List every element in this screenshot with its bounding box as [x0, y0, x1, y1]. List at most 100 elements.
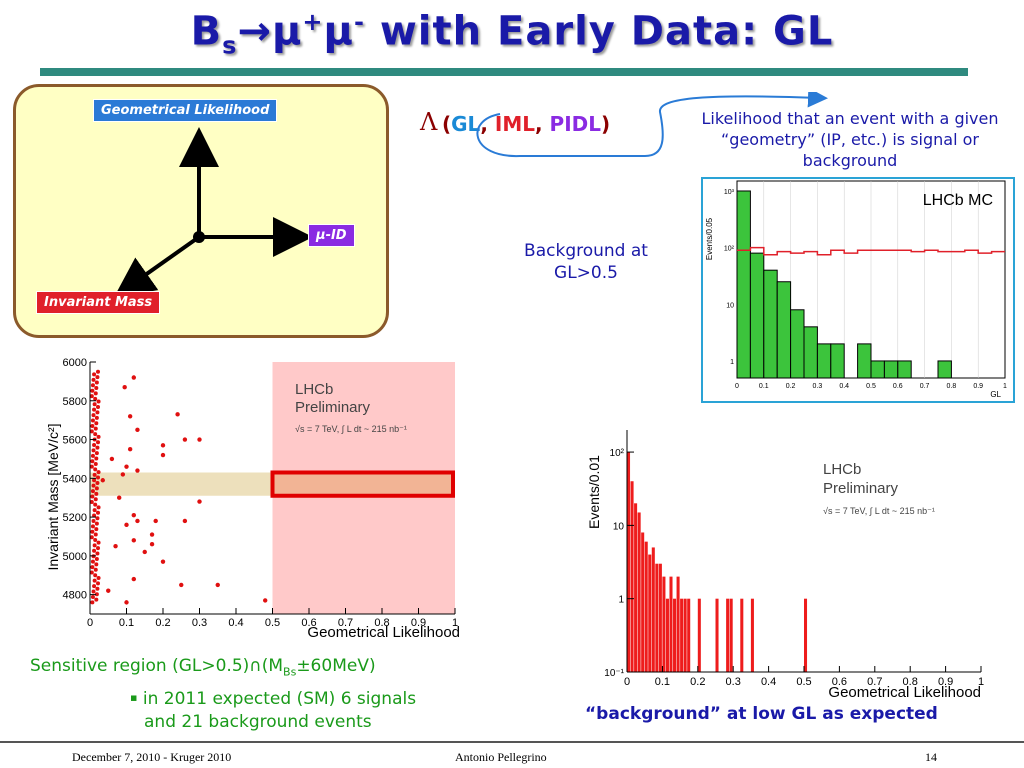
- mass-vs-gl-plot: 6000 5800 5600 5400 5200 5000 4800 0 0.1 0.2 0.3 0…: [40, 352, 466, 642]
- mass-scatter-point: [94, 380, 99, 385]
- mass-scatter-point: [100, 478, 105, 483]
- gl-histogram: 10² 10 1 10⁻¹ 0 0.1 0.2 0.3 0.4 0.5 0.6 0.7 0.8 0.9 1…: [585, 422, 990, 702]
- mass-xtick-label: 0.1: [119, 617, 134, 629]
- mass-scatter-point: [94, 456, 99, 461]
- gl-xtick-label: 0.5: [796, 676, 811, 688]
- mass-ytick-label: 5000: [63, 551, 87, 563]
- mass-scatter-point: [93, 396, 98, 401]
- mc-ytick-label: 1: [730, 359, 734, 366]
- mass-scatter-point: [94, 451, 99, 456]
- mass-xtick-label: 0.2: [155, 617, 170, 629]
- footer-divider: [0, 741, 1024, 743]
- mass-xtick-label: 0.8: [374, 617, 389, 629]
- mass-scatter-point: [182, 437, 188, 442]
- mc-xtick-label: 0.2: [786, 383, 796, 390]
- gl-ylabel: Events/0.01: [586, 455, 602, 529]
- mass-scatter-point: [95, 375, 100, 380]
- mass-scatter-point: [92, 508, 97, 513]
- mc-gl-plot: 10³ 10² 10 1 0 0.1 0.2 0.3 0.4 0.5 0.6 0.7 0.8 0.9 1 …: [701, 177, 1015, 403]
- mass-scatter-point: [93, 426, 98, 431]
- mass-scatter-point: [127, 414, 133, 419]
- gl-xtick-label: 0.6: [832, 676, 847, 688]
- mass-scatter-point: [94, 527, 99, 532]
- mass-scatter-point: [175, 412, 180, 417]
- gl-prelim: Preliminary: [823, 480, 899, 497]
- mass-scatter-point: [91, 413, 96, 418]
- gl-histogram-bar: [641, 532, 645, 672]
- mass-ytick-label: 5400: [63, 473, 87, 485]
- gl-histogram-bar: [697, 598, 701, 672]
- mass-scatter-point: [92, 513, 97, 518]
- mass-scatter-point: [90, 423, 95, 428]
- gl-histogram-bar: [683, 598, 687, 672]
- mass-scatter-point: [106, 588, 111, 593]
- mass-scatter-point: [90, 459, 95, 464]
- gl-histogram-bar: [630, 481, 634, 672]
- gl-histogram-bar: [729, 598, 733, 672]
- lambda-pidl: PIDL: [549, 112, 601, 136]
- sensitive-text-sub: Bs: [283, 665, 297, 679]
- mass-scatter-point: [90, 524, 95, 529]
- mass-scatter-point: [93, 573, 98, 578]
- mass-scatter-point: [263, 598, 268, 603]
- gl-histogram-bar: [680, 598, 684, 672]
- mass-scatter-point: [91, 483, 96, 488]
- mass-scatter-point: [96, 546, 101, 551]
- mass-scatter-point: [197, 499, 202, 504]
- mass-scatter-point: [117, 495, 122, 500]
- mc-background-bar: [816, 343, 832, 379]
- mc-ytick-label: 10²: [724, 246, 735, 253]
- gl-histogram-bar: [673, 598, 677, 672]
- lambda-gl: GL: [451, 112, 481, 136]
- mass-scatter-point: [96, 399, 101, 404]
- mass-scatter-point: [92, 584, 97, 589]
- mc-background-bar: [857, 343, 872, 379]
- gl-histogram-bar: [740, 598, 744, 672]
- slide-title: Bs→μ+μ- with Early Data: GL: [0, 8, 1024, 59]
- mass-scatter-point: [179, 582, 184, 588]
- lambda-comma: ,: [534, 112, 550, 136]
- gl-xlabel: Geometrical Likelihood: [828, 684, 981, 701]
- gl-histogram-bar: [665, 598, 669, 672]
- mass-scatter-point: [160, 443, 166, 448]
- mass-scatter-point: [124, 600, 129, 605]
- mass-scatter-point: [135, 468, 140, 473]
- mass-scatter-point: [90, 388, 95, 393]
- bullet-line1: in 2011 expected (SM) 6 signals: [142, 689, 417, 709]
- gl-histogram-bar: [750, 598, 754, 672]
- mass-energy: √s = 7 TeV, ∫ L dt ~ 215 nb⁻¹: [295, 424, 407, 434]
- mass-scatter-point: [90, 494, 95, 499]
- mass-scatter-point: [96, 434, 101, 439]
- mass-scatter-point: [92, 372, 97, 377]
- title-b: B: [190, 8, 223, 55]
- mc-signal-line: [737, 246, 1005, 256]
- title-mu: →μ: [237, 8, 303, 55]
- mass-scatter-point: [93, 532, 98, 537]
- mass-scatter-point: [92, 442, 97, 447]
- mc-xlabel: GL: [990, 390, 1001, 399]
- lambda-open: (: [442, 112, 452, 136]
- mc-xtick-label: 0.5: [866, 383, 876, 390]
- mass-ytick-label: 5600: [63, 435, 87, 447]
- gl-histogram-bar: [634, 503, 638, 672]
- mass-scatter-point: [160, 559, 166, 564]
- mass-scatter-point: [95, 410, 100, 415]
- mc-tag: LHCb MC: [923, 192, 993, 209]
- gl-histogram-bar: [715, 598, 719, 672]
- gl-xtick-label: 0.4: [761, 676, 776, 688]
- mass-scatter-point: [90, 600, 95, 605]
- mc-background-bar: [897, 360, 912, 379]
- mass-scatter-point: [149, 532, 155, 537]
- mass-scatter-point: [96, 470, 101, 475]
- lambda-iml: IML: [494, 112, 535, 136]
- mass-scatter-point: [94, 597, 99, 602]
- mass-scatter-point: [95, 551, 100, 556]
- mass-scatter-point: [93, 467, 98, 472]
- mass-scatter-point: [92, 472, 97, 477]
- variables-diagram: Geometrical Likelihood μ-ID Invariant Ma…: [13, 84, 389, 338]
- gl-ytick-label: 10²: [610, 448, 625, 459]
- footer-page-number: 14: [925, 750, 937, 764]
- gl-xtick-label: 0.2: [690, 676, 705, 688]
- gl-energy: √s = 7 TeV, ∫ L dt ~ 215 nb⁻¹: [823, 506, 935, 516]
- mass-scatter-point: [93, 537, 98, 542]
